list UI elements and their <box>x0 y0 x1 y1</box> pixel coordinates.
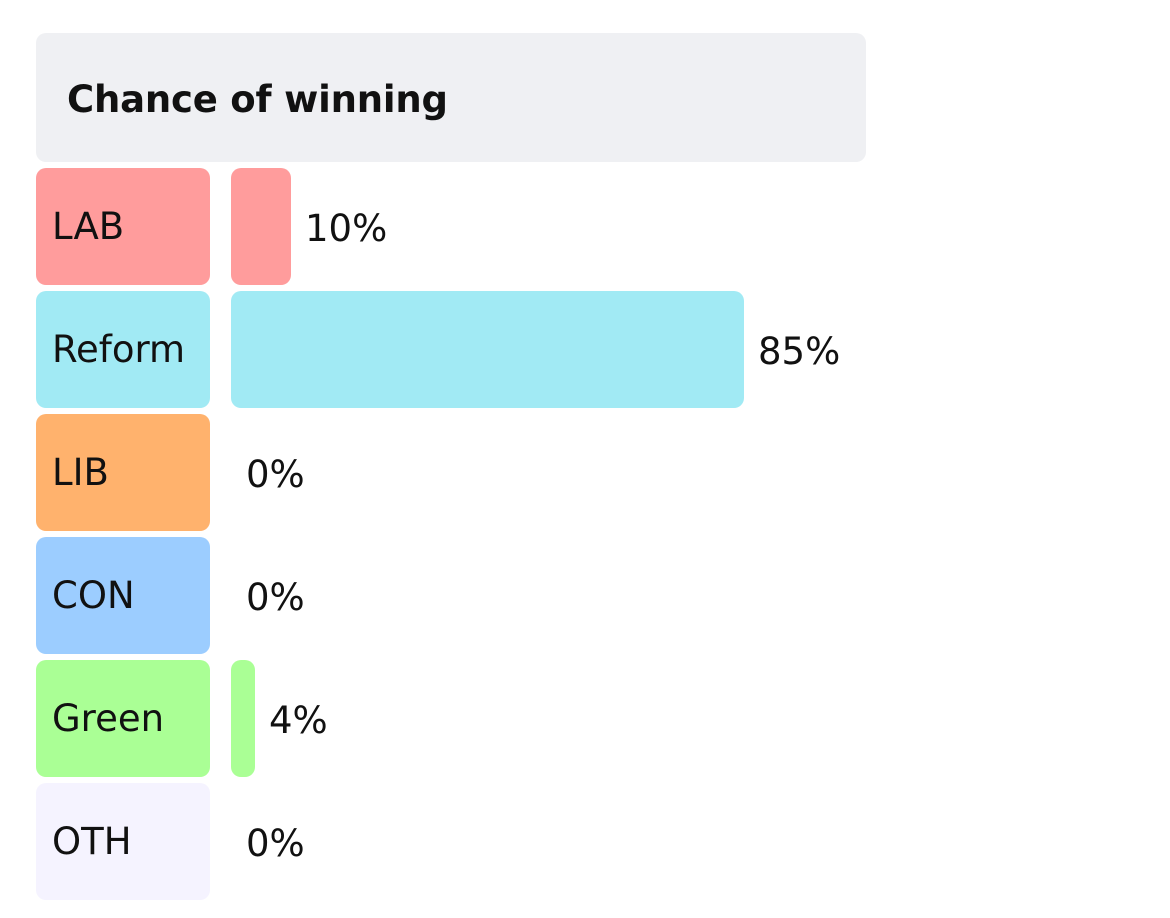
bar-row-lab: LAB 10% <box>36 168 936 285</box>
value-label-reform: 85% <box>758 330 841 373</box>
category-label-oth: OTH <box>52 820 132 863</box>
party-box-con: CON <box>36 537 210 654</box>
value-label-green: 4% <box>269 699 328 742</box>
bar-green <box>231 660 255 777</box>
value-label-con: 0% <box>246 576 305 619</box>
category-label-lab: LAB <box>52 205 125 248</box>
bar-row-green: Green 4% <box>36 660 936 777</box>
chart-header: Chance of winning <box>36 33 866 162</box>
party-box-lib: LIB <box>36 414 210 531</box>
value-label-lab: 10% <box>305 207 388 250</box>
bar-row-con: CON 0% <box>36 537 936 654</box>
bar-row-reform: Reform 85% <box>36 291 936 408</box>
category-label-green: Green <box>52 697 165 740</box>
chart-title: Chance of winning <box>67 78 448 121</box>
bar-reform <box>231 291 744 408</box>
bar-row-lib: LIB 0% <box>36 414 936 531</box>
party-box-lab: LAB <box>36 168 210 285</box>
category-label-con: CON <box>52 574 135 617</box>
bar-row-oth: OTH 0% <box>36 783 936 900</box>
category-label-lib: LIB <box>52 451 109 494</box>
party-box-reform: Reform <box>36 291 210 408</box>
category-label-reform: Reform <box>52 328 186 371</box>
bar-lab <box>231 168 291 285</box>
value-label-lib: 0% <box>246 453 305 496</box>
value-label-oth: 0% <box>246 822 305 865</box>
party-box-oth: OTH <box>36 783 210 900</box>
party-box-green: Green <box>36 660 210 777</box>
